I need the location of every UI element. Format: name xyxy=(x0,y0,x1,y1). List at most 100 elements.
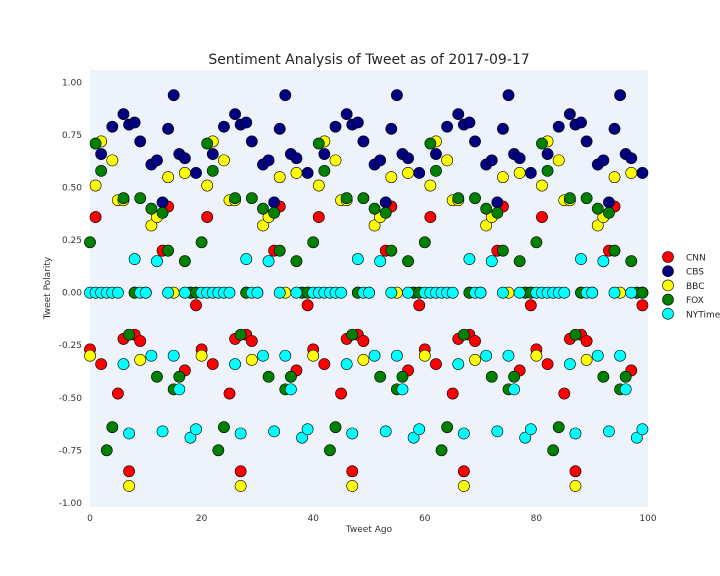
data-point-nytimes xyxy=(234,427,247,440)
data-point-nytimes xyxy=(151,255,163,268)
data-point-cnn xyxy=(234,465,247,478)
data-point-fox xyxy=(547,444,560,457)
data-point-fox xyxy=(368,202,381,215)
data-point-nytimes xyxy=(385,286,398,299)
data-point-nytimes xyxy=(603,425,615,438)
data-point-nytimes xyxy=(390,349,403,362)
data-point-nytimes xyxy=(268,425,281,438)
data-point-fox xyxy=(340,192,353,205)
data-point-bbc xyxy=(134,354,147,366)
data-point-fox xyxy=(536,137,548,150)
data-point-fox xyxy=(497,244,509,257)
data-point-nytimes xyxy=(474,286,487,299)
data-point-nytimes xyxy=(402,286,414,299)
x-axis: 0 20 40 60 80 100 xyxy=(87,514,657,524)
data-point-cnn xyxy=(312,211,325,223)
data-point-fox xyxy=(262,370,275,383)
data-point-fox xyxy=(441,421,454,434)
legend-marker-bbc xyxy=(662,279,674,292)
data-point-fox xyxy=(435,444,448,457)
data-point-bbc xyxy=(257,219,269,232)
data-point-cnn xyxy=(346,465,359,478)
y-tick-label: -0.75 xyxy=(59,446,82,456)
data-point-fox xyxy=(424,137,437,150)
data-point-cbs xyxy=(608,122,621,135)
data-point-cnn xyxy=(558,387,571,400)
data-point-fox xyxy=(268,206,281,219)
data-point-cbs xyxy=(614,89,626,102)
data-point-nytimes xyxy=(346,427,359,440)
data-point-fox xyxy=(324,444,336,457)
data-point-fox xyxy=(100,444,113,457)
data-point-nytimes xyxy=(257,349,269,362)
data-point-cbs xyxy=(240,116,253,129)
data-point-nytimes xyxy=(363,286,375,299)
data-point-nytimes xyxy=(457,427,470,440)
data-points xyxy=(84,89,649,492)
data-point-nytimes xyxy=(340,358,353,371)
data-point-nytimes xyxy=(569,427,582,440)
data-point-cbs xyxy=(385,122,398,135)
data-point-cbs xyxy=(290,152,303,165)
data-point-nytimes xyxy=(335,286,347,299)
data-point-nytimes xyxy=(139,286,152,299)
data-point-fox xyxy=(508,370,520,383)
data-point-nytimes xyxy=(368,349,381,362)
data-point-cbs xyxy=(636,167,649,179)
data-point-bbc xyxy=(608,171,621,184)
legend-label: CBS xyxy=(686,268,704,278)
data-point-fox xyxy=(552,421,565,434)
data-point-fox xyxy=(134,192,147,205)
legend: CNN CBS BBC FOX NYTimes xyxy=(662,251,720,320)
data-point-fox xyxy=(290,255,303,268)
data-point-cbs xyxy=(513,152,526,165)
data-point-fox xyxy=(563,192,576,205)
data-point-fox xyxy=(273,244,286,257)
data-point-cbs xyxy=(167,89,180,102)
data-point-nytimes xyxy=(379,425,392,438)
x-tick-label: 80 xyxy=(531,514,543,524)
data-point-fox xyxy=(284,370,297,383)
data-point-cbs xyxy=(502,89,515,102)
data-point-bbc xyxy=(346,480,359,492)
data-point-fox xyxy=(379,206,392,219)
data-point-fox xyxy=(530,236,543,249)
data-point-nytimes xyxy=(519,431,532,444)
data-point-nytimes xyxy=(591,349,604,362)
data-point-cbs xyxy=(441,120,454,133)
data-point-cbs xyxy=(597,154,610,167)
data-point-cnn xyxy=(457,465,470,478)
legend-label: BBC xyxy=(686,282,704,292)
data-point-cnn xyxy=(636,299,649,312)
data-point-fox xyxy=(597,370,610,383)
data-point-fox xyxy=(307,236,320,249)
data-point-bbc xyxy=(123,480,135,492)
data-point-bbc xyxy=(530,349,543,362)
legend-marker-nytimes xyxy=(662,307,674,320)
data-point-fox xyxy=(201,137,214,150)
data-point-cbs xyxy=(245,135,258,148)
data-point-nytimes xyxy=(413,423,426,436)
data-point-nytimes xyxy=(485,255,498,268)
data-point-fox xyxy=(346,328,359,341)
data-point-fox xyxy=(117,192,130,205)
data-point-cbs xyxy=(318,148,331,160)
y-tick-label: -0.25 xyxy=(59,341,82,351)
data-point-cnn xyxy=(89,211,102,223)
data-point-nytimes xyxy=(625,286,638,299)
x-tick-label: 20 xyxy=(196,514,208,524)
x-tick-label: 60 xyxy=(419,514,431,524)
data-point-cbs xyxy=(552,120,565,133)
data-point-fox xyxy=(151,370,163,383)
data-point-cbs xyxy=(156,196,169,209)
x-tick-label: 100 xyxy=(639,514,656,524)
data-point-fox xyxy=(89,137,102,150)
data-point-fox xyxy=(229,192,241,205)
data-point-bbc xyxy=(580,354,593,366)
data-point-bbc xyxy=(497,171,509,184)
data-point-cbs xyxy=(128,116,141,129)
data-point-fox xyxy=(625,255,638,268)
data-point-cnn xyxy=(580,335,593,347)
data-point-fox xyxy=(513,255,526,268)
data-point-cbs xyxy=(452,108,465,121)
